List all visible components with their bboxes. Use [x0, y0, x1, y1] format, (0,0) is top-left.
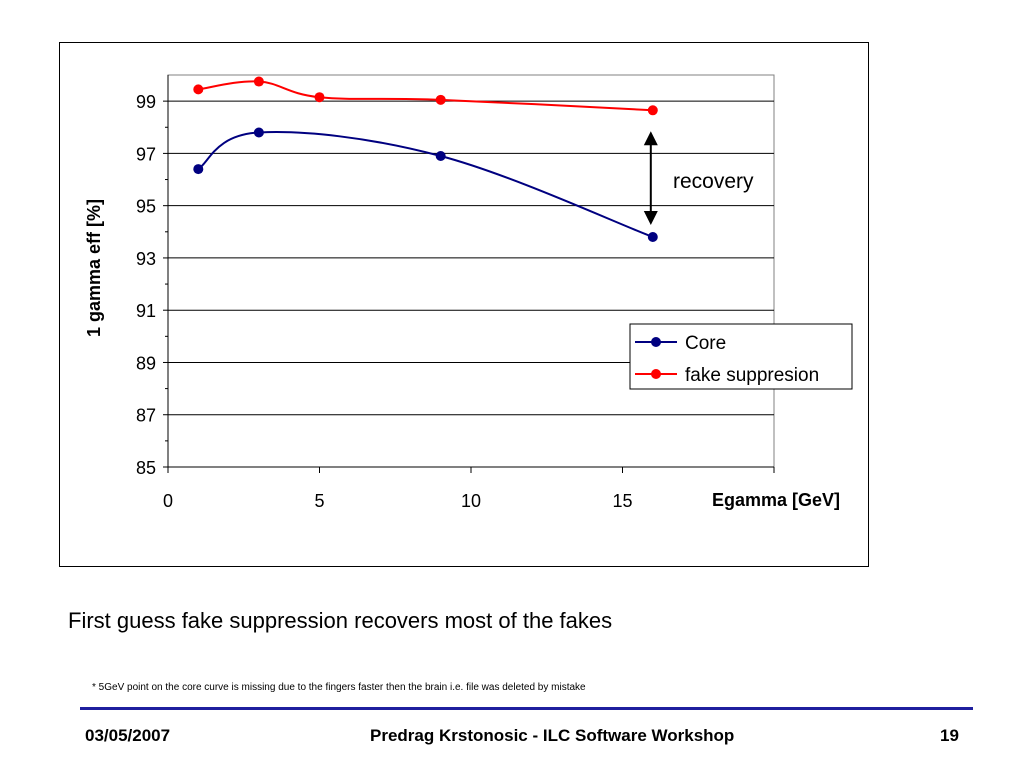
y-axis-label: 1 gamma eff [%]: [84, 199, 104, 337]
legend-label: Core: [685, 333, 726, 354]
x-tick-label: 0: [163, 491, 173, 511]
recovery-arrow-head-up: [643, 131, 658, 146]
y-tick-label: 89: [136, 353, 156, 373]
y-tick-label: 95: [136, 197, 156, 217]
legend-swatch-marker: [651, 337, 661, 347]
series-line-0: [197, 131, 654, 238]
data-point: [193, 84, 204, 95]
y-tick-label: 91: [136, 301, 156, 321]
data-point: [193, 164, 204, 175]
data-point: [253, 76, 264, 87]
series-line-1: [198, 80, 653, 112]
x-tick-label: 10: [461, 491, 481, 511]
slide-caption: First guess fake suppression recovers mo…: [68, 608, 613, 633]
data-point: [647, 105, 658, 116]
footnote: * 5GeV point on the core curve is missin…: [92, 682, 586, 693]
y-tick-label: 87: [136, 406, 156, 426]
page-number: 19: [940, 726, 959, 745]
legend-label: fake suppresion: [685, 365, 819, 386]
footer-date: 03/05/2007: [85, 726, 171, 745]
recovery-annotation: recovery: [673, 170, 754, 193]
data-point: [314, 92, 325, 103]
data-point: [435, 151, 446, 162]
x-tick-label: 15: [612, 491, 632, 511]
chart-frame: 85 87 89 91 93 95 97 99 0 5 10 15 Egamma [GeV] 1 gamm…: [59, 42, 869, 567]
recovery-arrow-head-down: [643, 211, 658, 226]
data-point: [253, 127, 264, 138]
x-tick-label: 5: [314, 491, 324, 511]
legend-swatch-marker: [651, 369, 661, 379]
legend-box: [629, 323, 853, 390]
data-point: [647, 232, 658, 243]
x-axis-label: Egamma [GeV]: [712, 490, 840, 510]
y-tick-label: 85: [136, 458, 156, 478]
data-point: [435, 94, 446, 105]
footer-title: Predrag Krstonosic - ILC Software Worksh…: [370, 726, 735, 745]
chart-plot: 85 87 89 91 93 95 97 99 0 5 10 15 Egamma [GeV] 1 gamm…: [84, 74, 853, 511]
footer-divider: [80, 707, 973, 710]
y-tick-label: 99: [136, 92, 156, 112]
y-tick-label: 97: [136, 144, 156, 164]
y-tick-label: 93: [136, 249, 156, 269]
